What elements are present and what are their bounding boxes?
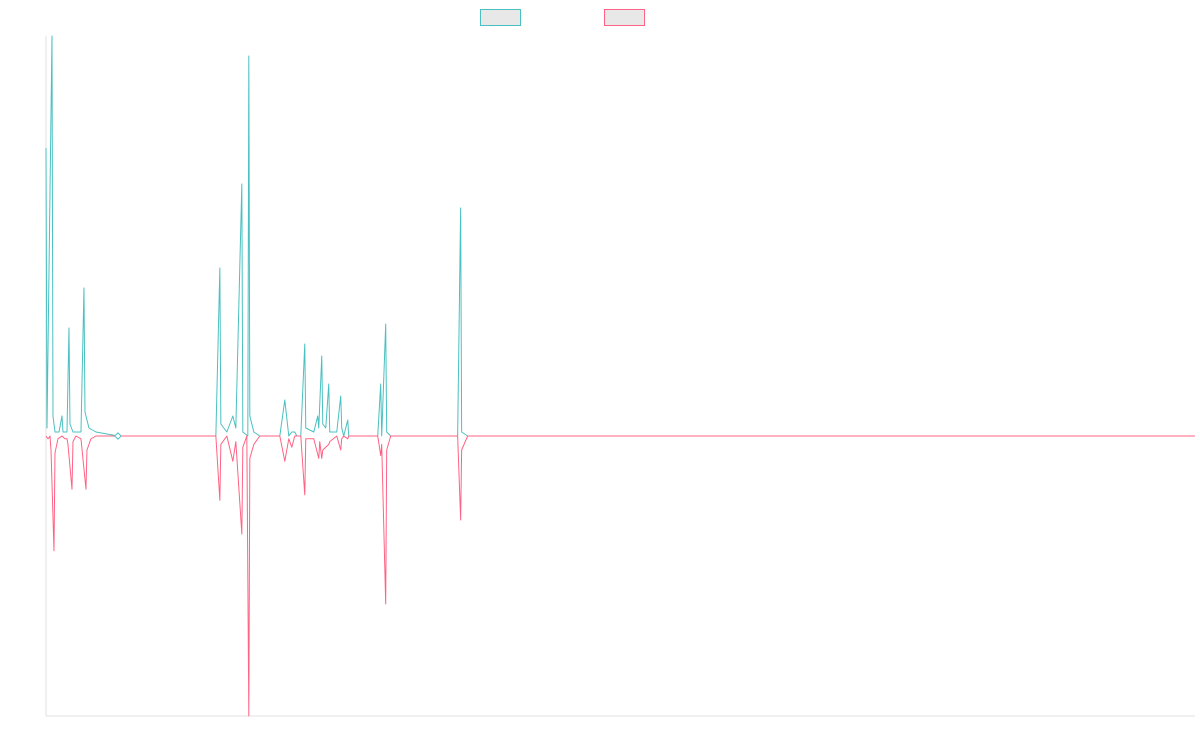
legend-swatch-2[interactable] (604, 9, 645, 26)
plot-area (45, 35, 1195, 717)
data-point-marker (114, 432, 122, 440)
chart-axes (45, 36, 1195, 717)
series-line-1 (45, 35, 1195, 437)
legend-swatch-1[interactable] (480, 9, 521, 26)
chart-legend[interactable] (480, 9, 645, 26)
series-line-2 (45, 435, 1195, 717)
